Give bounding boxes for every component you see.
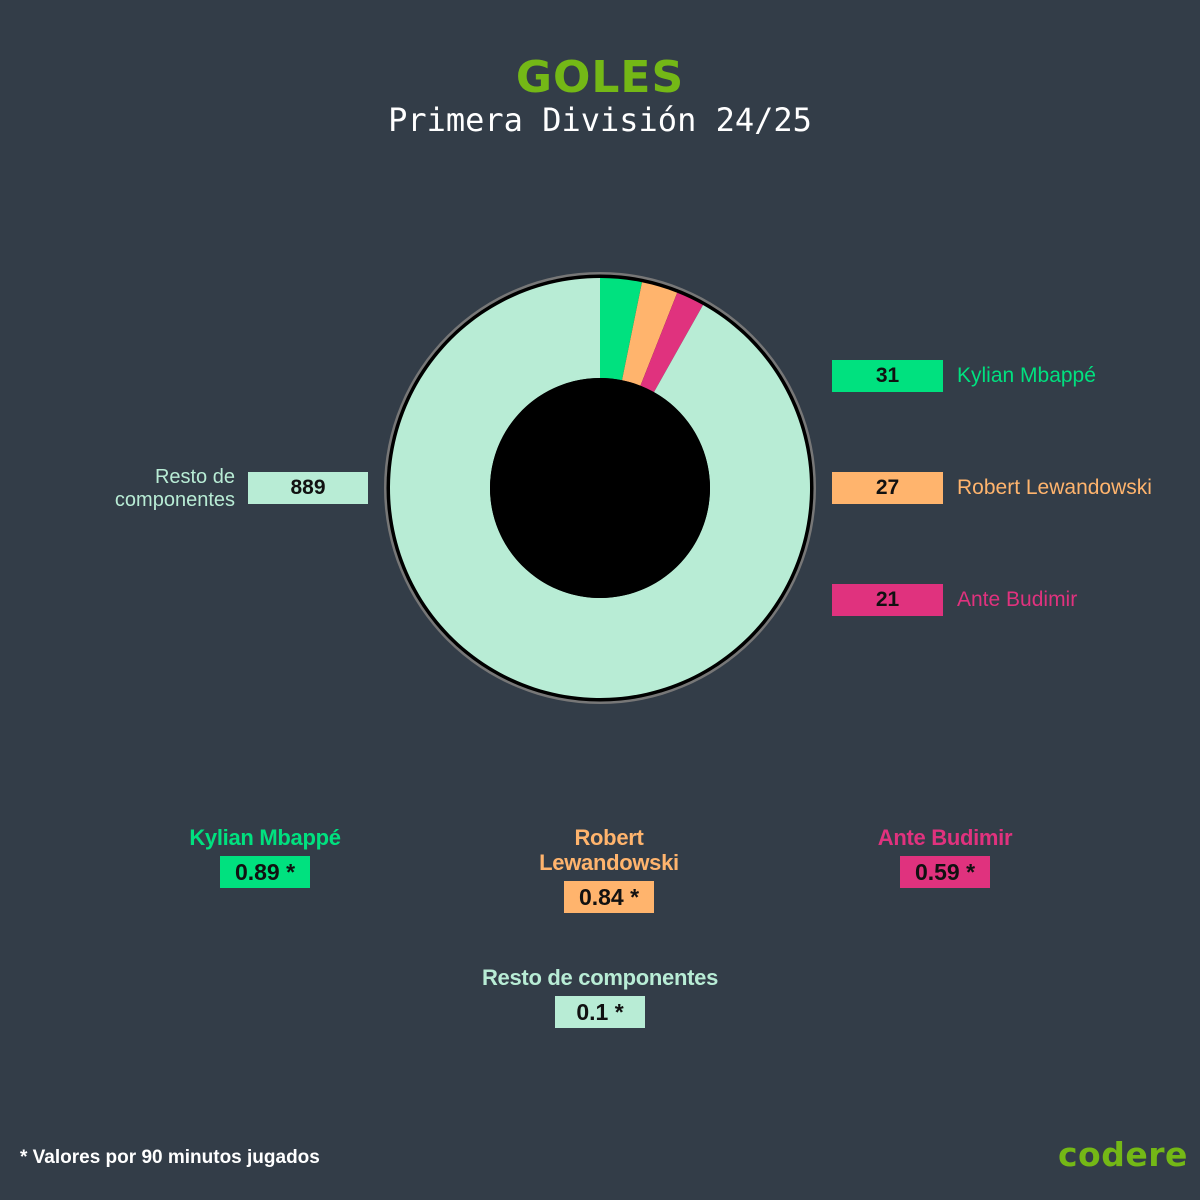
legend-value-resto: 889 <box>248 472 368 504</box>
legend-name-mbappe: Kylian Mbappé <box>957 364 1096 387</box>
donut-slice-kylian-mbapp- <box>600 278 642 381</box>
stat-mbappe: Kylian Mbappé 0.89 * <box>150 825 380 888</box>
footnote: * Valores por 90 minutos jugados <box>20 1147 320 1168</box>
donut-slice-robert-lewandowski <box>621 282 678 386</box>
stat-resto: Resto de componentes 0.1 * <box>440 965 760 1028</box>
legend-value-budimir: 21 <box>832 584 943 616</box>
stat-value-resto: 0.1 * <box>555 996 645 1028</box>
stat-value-lewandowski: 0.84 * <box>564 881 654 913</box>
stat-value-budimir: 0.59 * <box>900 856 990 888</box>
stat-name-mbappe: Kylian Mbappé <box>189 825 341 850</box>
stat-budimir: Ante Budimir 0.59 * <box>830 825 1060 888</box>
stat-value-mbappe: 0.89 * <box>220 856 310 888</box>
legend-value-lewandowski: 27 <box>832 472 943 504</box>
donut-slice-resto-de-componentes <box>390 278 810 699</box>
donut-hole <box>490 378 710 598</box>
donut-slice-ante-budimir <box>640 292 704 393</box>
stat-lewandowski: Robert Lewandowski 0.84 * <box>519 825 699 913</box>
stat-name-resto: Resto de componentes <box>481 965 719 990</box>
chart-title: GOLES <box>515 52 685 103</box>
stat-name-budimir: Ante Budimir <box>877 825 1013 850</box>
legend-name-lewandowski: Robert Lewandowski <box>957 476 1152 499</box>
codere-logo: codere <box>1058 1135 1188 1174</box>
legend-name-resto: Resto de componentes <box>114 466 235 511</box>
legend-value-mbappe: 31 <box>832 360 943 392</box>
chart-subtitle: Primera División 24/25 <box>388 101 812 139</box>
stat-name-lewandowski: Robert Lewandowski <box>539 825 679 875</box>
legend-name-budimir: Ante Budimir <box>957 588 1078 611</box>
